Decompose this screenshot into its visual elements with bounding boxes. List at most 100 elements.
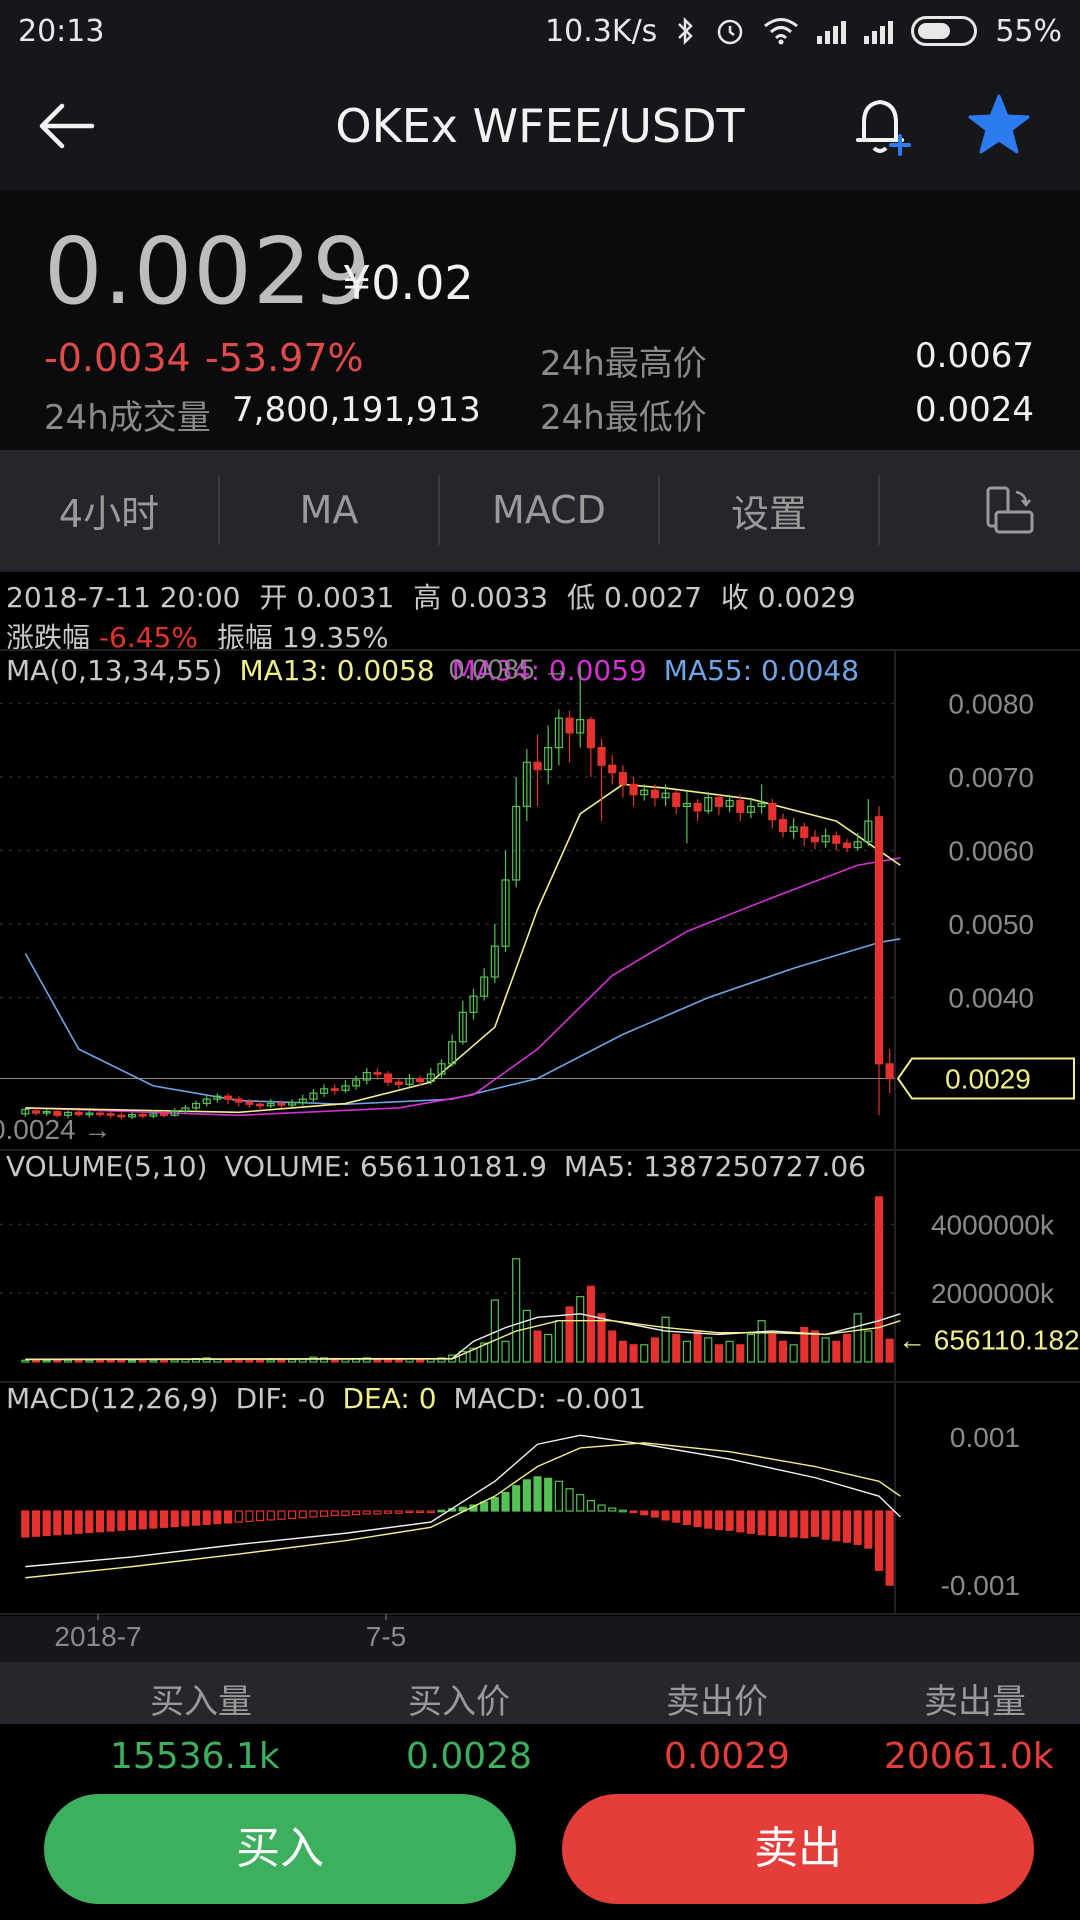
- macd-bar: [149, 1510, 158, 1529]
- volume-bar: [522, 1309, 531, 1363]
- macd-bar: [736, 1510, 745, 1533]
- macd-bar: [117, 1510, 126, 1531]
- candle-body: [266, 1102, 275, 1107]
- ma13-legend: MA13: 0.0058: [239, 654, 435, 687]
- macd-bar: [544, 1477, 553, 1512]
- volume-bar: [320, 1357, 329, 1363]
- ask-volume: 20061.0k: [884, 1736, 1054, 1777]
- volume-bar: [693, 1330, 702, 1363]
- ticker-summary: 0.0029 ¥0.02 -0.0034 -53.97% 24h成交量 7,80…: [0, 190, 1080, 450]
- macd-bar: [373, 1510, 382, 1515]
- bell-plus-icon[interactable]: [850, 92, 916, 158]
- volume-bar: [245, 1359, 254, 1363]
- candle-body: [757, 802, 766, 808]
- macd-tick-label: 0.001: [950, 1422, 1020, 1453]
- candle-body: [85, 1112, 94, 1116]
- volume-bar: [74, 1360, 83, 1363]
- bid-volume-header: 买入量: [150, 1682, 252, 1722]
- buy-button[interactable]: 买入: [44, 1794, 516, 1904]
- candle-body: [170, 1110, 179, 1116]
- candle-body: [725, 799, 734, 808]
- macd-bar: [85, 1510, 94, 1534]
- x-tick-label: 7-5: [366, 1621, 406, 1652]
- tab-settings[interactable]: 设置: [730, 491, 807, 536]
- candle-body: [352, 1079, 361, 1087]
- macd-bar: [853, 1510, 862, 1545]
- volume-bar: [458, 1351, 467, 1363]
- volume-bar: [362, 1357, 371, 1363]
- volume-bar: [736, 1344, 745, 1363]
- battery-icon: [911, 16, 978, 46]
- tab-interval[interactable]: 4小时: [58, 491, 160, 536]
- candle-body: [810, 836, 820, 843]
- volume-bar: [501, 1340, 510, 1363]
- last-price: 0.0029: [44, 218, 372, 325]
- candle-body: [789, 826, 798, 833]
- candle-body: [682, 802, 691, 808]
- bluetooth-icon: [678, 16, 694, 46]
- volume-bar: [42, 1360, 51, 1363]
- macd-bar: [533, 1476, 542, 1512]
- volume-bar: [842, 1333, 852, 1363]
- candle-body: [53, 1111, 62, 1116]
- candle-body: [448, 1041, 457, 1065]
- volume-bar: [778, 1340, 788, 1363]
- signal-icon: [864, 18, 894, 44]
- macd-bar: [661, 1510, 670, 1521]
- candle-body: [21, 1108, 30, 1115]
- macd-bar: [704, 1510, 713, 1529]
- macd-bar: [53, 1510, 62, 1536]
- volume-bar: [63, 1359, 73, 1363]
- macd-bar: [800, 1510, 809, 1539]
- candle-body: [298, 1098, 307, 1104]
- kline-chart-area[interactable]: 2018-7-11 20:00 开 0.0031 高 0.0033 低 0.00…: [0, 570, 1080, 1662]
- candle-body: [95, 1112, 105, 1116]
- candle-body: [490, 945, 499, 978]
- candle-body: [288, 1102, 297, 1106]
- macd-tick-label: -0.001: [941, 1570, 1020, 1601]
- rotate-screen-icon[interactable]: [982, 484, 1034, 536]
- macd-bar: [810, 1510, 820, 1537]
- candle-body: [480, 976, 489, 997]
- macd-bar: [266, 1510, 275, 1521]
- macd-bar: [170, 1510, 179, 1528]
- volume-bar: [512, 1258, 521, 1363]
- macd-bar: [63, 1510, 73, 1535]
- candle-body: [512, 805, 521, 881]
- macd-bar: [127, 1510, 137, 1531]
- macd-bar: [394, 1510, 403, 1514]
- arrow-left-icon[interactable]: [36, 98, 96, 154]
- macd-bar: [224, 1510, 233, 1524]
- sell-button[interactable]: 卖出: [562, 1794, 1034, 1904]
- macd-legend-title: MACD(12,26,9): [6, 1382, 219, 1415]
- macd-bar: [42, 1510, 51, 1537]
- macd-bar: [522, 1479, 531, 1512]
- candle-body: [768, 802, 777, 821]
- volume-bar: [789, 1344, 798, 1363]
- macd-bar: [330, 1510, 339, 1517]
- tab-macd[interactable]: MACD: [492, 488, 606, 532]
- current-price-label: 0.0029: [945, 1064, 1031, 1095]
- candle-body: [149, 1113, 158, 1117]
- volume-ma5-legend: MA5: 1387250727.06: [563, 1150, 867, 1183]
- macd-bar: [288, 1510, 297, 1520]
- candle-body: [117, 1114, 126, 1118]
- macd-bar: [213, 1510, 222, 1525]
- star-icon[interactable]: [966, 92, 1032, 158]
- tab-ma[interactable]: MA: [299, 488, 359, 532]
- macd-bar: [586, 1500, 595, 1512]
- dif-legend: DIF: -0: [235, 1382, 326, 1415]
- candle-body: [384, 1073, 393, 1083]
- macd-bar: [21, 1510, 30, 1538]
- volume-bar: [853, 1313, 862, 1363]
- volume-bar: [277, 1359, 286, 1363]
- change-value: -6.45%: [98, 621, 198, 654]
- candle-body: [650, 789, 659, 799]
- macd-bar: [277, 1510, 286, 1520]
- macd-bar: [437, 1509, 446, 1513]
- candle-body: [874, 816, 884, 1065]
- macd-bar: [597, 1504, 606, 1512]
- chart-grid: [0, 570, 1080, 1662]
- volume-value: 7,800,191,913: [232, 390, 481, 430]
- volume-bar: [704, 1337, 713, 1363]
